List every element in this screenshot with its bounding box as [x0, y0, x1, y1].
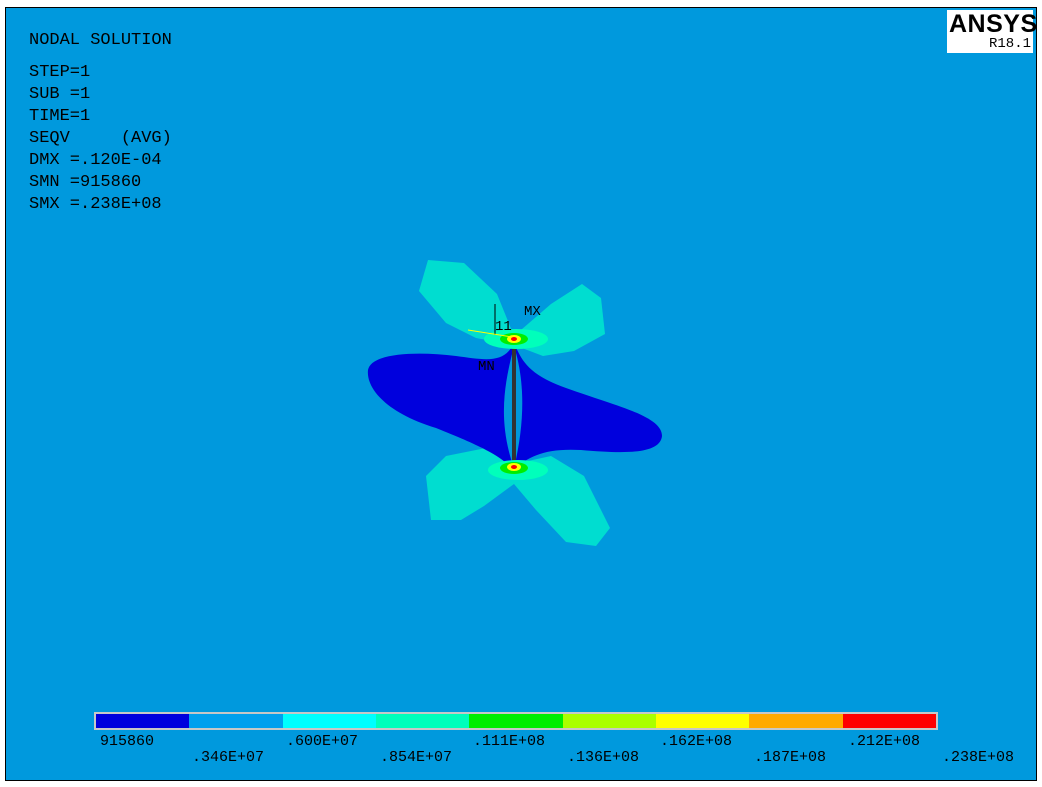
legend-swatch-5	[469, 714, 563, 728]
substep-line: SUB =1	[29, 85, 91, 104]
node-label: 11	[495, 319, 512, 335]
legend-swatch-6	[562, 714, 656, 728]
legend-swatch-3	[282, 714, 376, 728]
legend-label-2: .600E+07	[286, 733, 359, 750]
ansys-logo: ANSYS R18.1	[947, 10, 1037, 53]
legend-swatch-4	[375, 714, 470, 728]
result-item-line: SEQV (AVG)	[29, 129, 172, 148]
legend-label-8: .212E+08	[848, 733, 921, 750]
lower-tip-core	[511, 465, 517, 469]
upper-tip-core	[511, 337, 517, 341]
legend-label-4: .111E+08	[473, 733, 546, 750]
legend-label-7: .187E+08	[754, 749, 827, 766]
step-line: STEP=1	[29, 63, 91, 82]
legend-swatch-2	[189, 714, 283, 728]
legend-label-6: .162E+08	[660, 733, 733, 750]
max-label: MX	[524, 304, 541, 320]
legend-swatch-8	[749, 714, 843, 728]
contour-plot: 11 MX MN	[367, 260, 662, 546]
dmx-line: DMX =.120E-04	[29, 151, 162, 170]
min-label: MN	[478, 359, 495, 375]
triad-line	[467, 329, 513, 338]
legend-colorbar	[94, 712, 938, 730]
legend-swatch-9	[842, 714, 936, 728]
lower-lobe-contour	[426, 448, 610, 546]
release-label: R18.1	[988, 36, 1031, 52]
smx-line: SMX =.238E+08	[29, 195, 162, 214]
legend-swatch-1	[96, 714, 190, 728]
legend-min-label: 915860	[100, 733, 155, 750]
upper-lobe-contour	[419, 260, 605, 356]
legend-label-3: .854E+07	[380, 749, 453, 766]
time-line: TIME=1	[29, 107, 91, 126]
logo-name: ANSYS	[949, 10, 1038, 38]
legend-label-5: .136E+08	[567, 749, 640, 766]
legend-swatch-7	[655, 714, 750, 728]
legend-label-9: .238E+08	[942, 749, 1015, 766]
result-info: NODAL SOLUTION STEP=1 SUB =1 TIME=1 SEQV…	[29, 30, 172, 216]
graphics-viewport[interactable]: NODAL SOLUTION STEP=1 SUB =1 TIME=1 SEQV…	[5, 7, 1037, 781]
legend-label-1: .346E+07	[192, 749, 265, 766]
result-title: NODAL SOLUTION	[29, 31, 172, 50]
smn-line: SMN =915860	[29, 173, 142, 192]
